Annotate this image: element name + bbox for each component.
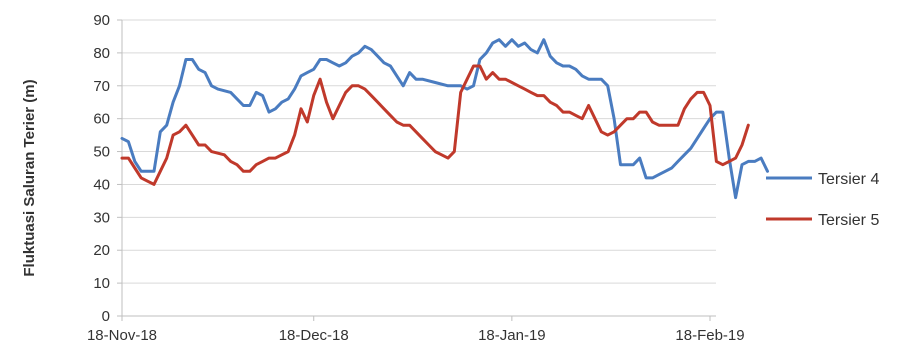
legend-label: Tersier 4 [818,171,879,188]
y-tick-label: 70 [93,78,110,95]
y-axis-title: Fluktuasi Saluran Terier (m) [21,79,38,276]
y-tick-label: 90 [93,12,110,29]
x-tick-label: 18-Jan-19 [478,327,546,344]
series-lines [120,38,769,200]
x-tick-label: 18-Feb-19 [675,327,744,344]
x-axis-ticks: 18-Nov-18 18-Dec-18 18-Jan-19 18-Feb-19 [87,316,745,344]
y-tick-label: 60 [93,111,110,128]
series-line-1 [120,38,769,200]
y-tick-label: 30 [93,209,110,226]
y-tick-label: 80 [93,45,110,62]
gridlines [122,19,716,284]
y-tick-label: 10 [93,275,110,292]
y-tick-label: 0 [102,308,110,325]
y-tick-label: 50 [93,144,110,161]
x-tick-label: 18-Nov-18 [87,327,157,344]
y-tick-label: 20 [93,242,110,259]
series-line-2 [120,64,750,186]
legend: Tersier 4 Tersier 5 [766,171,879,229]
y-tick-label: 40 [93,176,110,193]
legend-label: Tersier 5 [818,212,879,229]
y-axis-ticks: 0 10 20 30 40 50 60 70 80 90 [93,12,122,325]
x-tick-label: 18-Dec-18 [279,327,349,344]
